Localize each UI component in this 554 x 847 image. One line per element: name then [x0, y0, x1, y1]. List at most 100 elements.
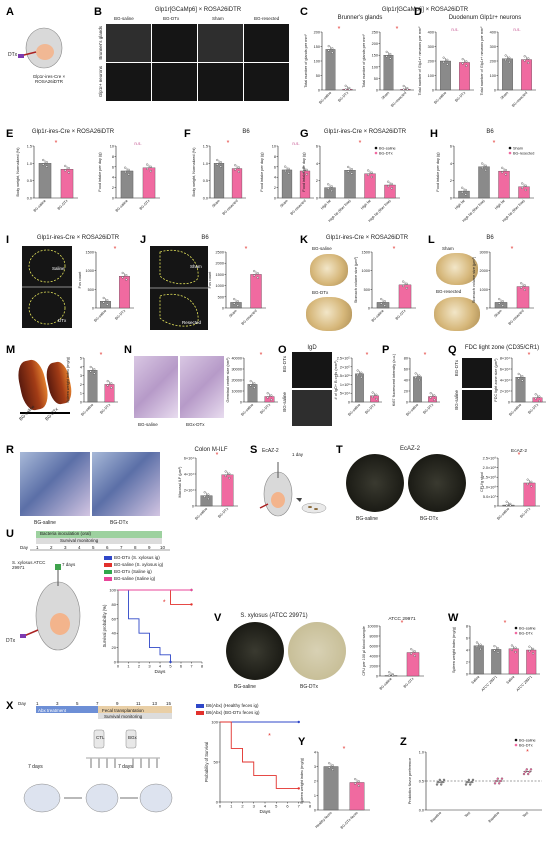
panel-label-r: R: [6, 444, 14, 456]
L-dot-0-2: [498, 302, 501, 305]
V-bar-1: [406, 652, 420, 677]
D1-dot-1-1: [465, 60, 468, 63]
header-e: Glp1r-ires-Cre × ROSA26iDTR: [31, 129, 115, 135]
H-dot-2-3: [504, 173, 507, 176]
F2-ytick-label-1: 2: [274, 186, 276, 190]
U_surv-ytick-label-5: 100: [109, 588, 116, 593]
x-day-9: 9: [116, 701, 119, 706]
W-dot-1-1: [496, 647, 500, 650]
R-ytick-label-1: 2×10⁴: [184, 489, 195, 493]
C1-dot-0-3: [331, 51, 334, 54]
Z-pt-3-4: [528, 770, 531, 773]
U_surv-ytick-label-2: 40: [112, 631, 117, 636]
x-day-7: 7: [96, 701, 99, 706]
L-cat-0: Sham: [493, 309, 502, 318]
N-dot-1-3: [270, 398, 273, 401]
C2-bar-1: [400, 89, 411, 91]
Y-bar-1: [349, 782, 365, 811]
u-timeline-title: Bacteria inoculation (oral): [40, 531, 92, 536]
F2-cat-0: Sham: [279, 199, 288, 208]
W-cat-1: ATCC 29971: [481, 675, 498, 692]
b-micrograph-8: [244, 63, 289, 101]
x-legend-2: B6(Abx) (BG-DTx feces ig): [206, 710, 260, 715]
chart-x-surv: 0 1 2 3 4 5 6 7 8 0 50 100 Days Probability of Surviv…: [204, 720, 312, 816]
O-ytick-label-5: 2.5×10⁵: [337, 357, 351, 361]
U_surv-xtick-label-5: 5: [169, 664, 172, 669]
H-dot-3-0: [521, 182, 524, 185]
E2-dot-0-3: [127, 173, 130, 176]
U_surv-xlabel: Days: [155, 669, 167, 675]
L-ytick-label-3: 3000: [480, 251, 488, 255]
J-cat-0: Sham: [228, 309, 237, 318]
u-day-9: 9: [148, 545, 151, 550]
F2-cat-1: BG-resected: [290, 199, 307, 216]
F1-ytick-label-1: 0.5: [203, 179, 208, 183]
chart-c2: 0 50 100 150 200 250 Total number of glands pe…: [362, 26, 414, 108]
M-dot-0-3: [93, 372, 96, 375]
R-dot-1-1: [228, 472, 231, 475]
J-ylabel: Fos count: [208, 271, 212, 289]
J-dot-0-1: [236, 300, 239, 303]
O-dot-1-0: [371, 391, 374, 394]
k-stomach-dtx: [306, 297, 352, 331]
E1-bar-0: [38, 163, 52, 199]
W-cat-3: ATCC 29971: [516, 675, 533, 692]
Q-dot-0-3: [521, 379, 524, 382]
M-cat-1: BG-DTx: [99, 403, 111, 415]
P-ytick-label-3: 60: [404, 368, 408, 372]
Q-bar-1: [532, 397, 543, 403]
J-cat-1: BG-resected: [241, 309, 258, 326]
W-cat-0: Saline: [471, 675, 481, 685]
u-7days: 7 days: [62, 562, 76, 567]
H-bar-1: [478, 166, 490, 199]
V-dot-1-0: [410, 648, 413, 651]
b-micrograph-3: [198, 24, 243, 62]
M-dot-0-2: [89, 370, 92, 373]
Z-pt-0-1: [437, 781, 440, 784]
T-dot-0-2: [505, 504, 508, 507]
U_surv-ytick-label-0: 0: [114, 660, 117, 665]
P-dot-1-1: [433, 394, 436, 397]
D2-ytick-label-2: 200: [490, 60, 496, 64]
C2-dot-1-3: [406, 88, 409, 91]
N-cat-1: BG-DTx: [259, 403, 271, 415]
u-day-5: 5: [92, 545, 95, 550]
J-sig: *: [245, 246, 248, 253]
D2-ytick-label-0: 0: [494, 89, 496, 93]
K-ytick-label-1: 500: [364, 288, 370, 292]
N-ytick-label-1: 10000: [231, 390, 242, 394]
E2-dot-1-2: [146, 167, 149, 170]
F1-cat-0: Sham: [211, 199, 220, 208]
F1-ylabel: Body weight, Normalized (%): [192, 147, 196, 197]
X_surv-xtick-label-7: 7: [298, 804, 301, 809]
O-ytick-label-2: 1×10⁵: [340, 383, 351, 387]
L-bar-0: [494, 302, 508, 309]
H-cat-2: High fat: [494, 199, 506, 211]
H-dot-2-2: [501, 171, 504, 174]
O-dot-1-2: [371, 395, 374, 398]
I-dot-1-0: [121, 271, 124, 275]
W-legend-0: BG-saline: [519, 627, 536, 631]
W-dot-1-3: [496, 651, 500, 654]
x-legend-1: B6(Abx) (Healthy feces ig): [206, 703, 259, 708]
G-legend-0: BG-saline: [379, 147, 396, 151]
H-legend-dot-0: [508, 146, 512, 150]
u-day-7: 7: [120, 545, 123, 550]
F1-dot-0-2: [216, 163, 219, 166]
H-legend-1: BG-resected: [513, 152, 534, 156]
i-label-saline: Saline: [52, 266, 65, 271]
R-dot-0-0: [203, 491, 206, 494]
L-ytick-label-0: 0: [486, 307, 488, 311]
N-dot-1-2: [266, 396, 269, 399]
n-label-saline: BG-saline: [138, 422, 158, 427]
T-dot-0-3: [509, 504, 512, 507]
u-legend-1: BG-DTx (S. xylosus ig): [114, 555, 160, 560]
J-ytick-label-4: 2000: [216, 262, 224, 266]
H-cat-3: High fat (fiber free): [502, 199, 526, 223]
W-dot-0-1: [479, 643, 482, 646]
col-b-2: BG-DTx: [163, 16, 180, 21]
V-ytick-label-4: 8000: [370, 635, 378, 639]
D2-dot-0-2: [504, 58, 507, 61]
panel-label-i: I: [6, 234, 10, 246]
